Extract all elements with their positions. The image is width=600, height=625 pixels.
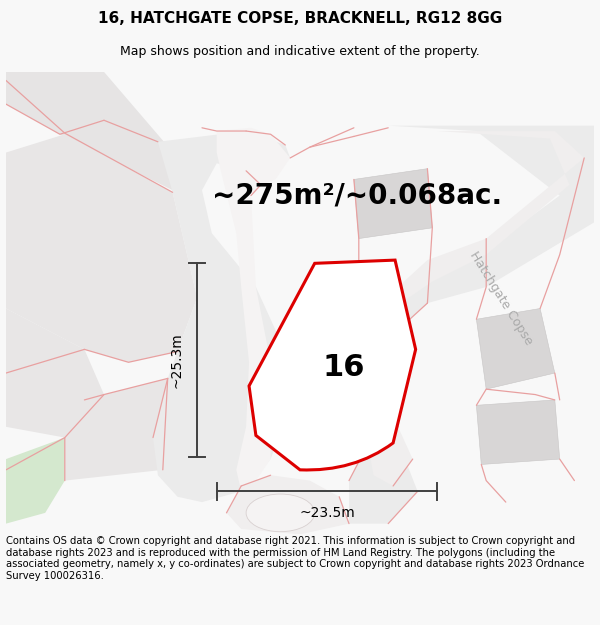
- Text: Map shows position and indicative extent of the property.: Map shows position and indicative extent…: [120, 45, 480, 58]
- Text: ~275m²/~0.068ac.: ~275m²/~0.068ac.: [212, 182, 502, 209]
- Text: Contains OS data © Crown copyright and database right 2021. This information is : Contains OS data © Crown copyright and d…: [6, 536, 584, 581]
- Polygon shape: [349, 126, 594, 524]
- Text: 16: 16: [323, 353, 365, 382]
- Polygon shape: [6, 309, 104, 438]
- Polygon shape: [354, 169, 433, 239]
- Polygon shape: [153, 131, 290, 502]
- Polygon shape: [6, 134, 197, 362]
- Polygon shape: [227, 475, 349, 534]
- Ellipse shape: [246, 494, 315, 532]
- Polygon shape: [359, 131, 584, 486]
- Text: Hatchgate Copse: Hatchgate Copse: [467, 249, 535, 347]
- Polygon shape: [6, 72, 182, 190]
- Polygon shape: [217, 127, 290, 491]
- Text: ~25.3m: ~25.3m: [169, 332, 184, 388]
- Text: 16, HATCHGATE COPSE, BRACKNELL, RG12 8GG: 16, HATCHGATE COPSE, BRACKNELL, RG12 8GG: [98, 11, 502, 26]
- Polygon shape: [476, 309, 555, 389]
- PathPatch shape: [249, 260, 416, 470]
- Text: ~23.5m: ~23.5m: [299, 506, 355, 521]
- Polygon shape: [6, 438, 65, 524]
- Polygon shape: [65, 378, 187, 481]
- Polygon shape: [476, 400, 560, 464]
